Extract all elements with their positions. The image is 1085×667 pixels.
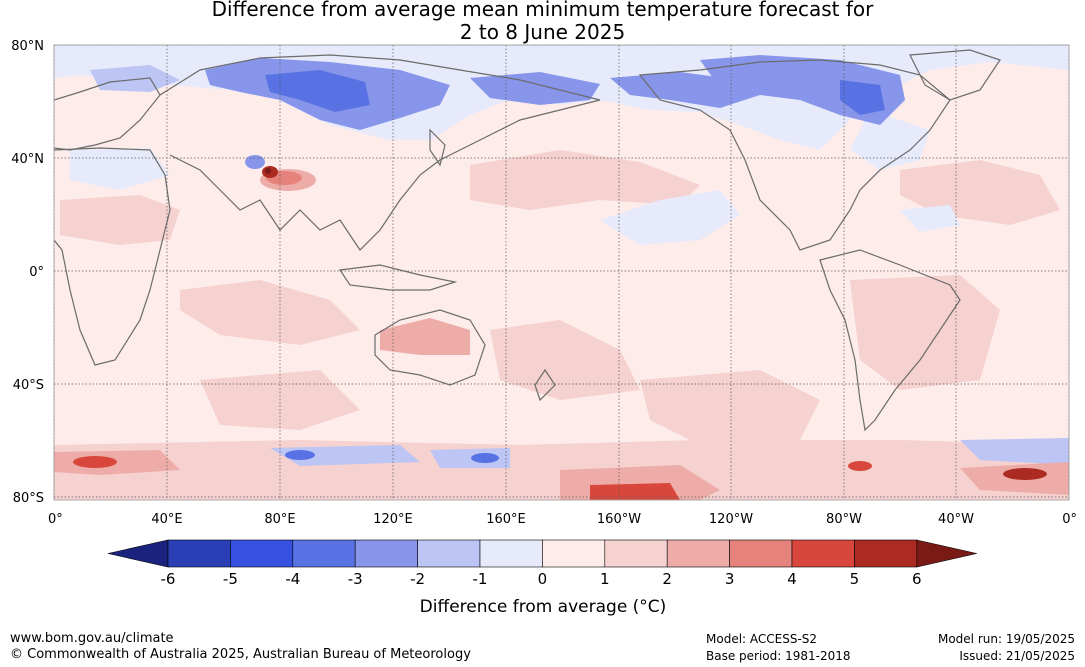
footer-website[interactable]: www.bom.gov.au/climate [10, 631, 174, 646]
colorbar-title: Difference from average (°C) [420, 597, 667, 617]
european-cool [90, 65, 180, 92]
longitude-label: 80°W [826, 512, 862, 527]
colorbar-bin [729, 539, 793, 568]
colorbar-tick-label: -2 [410, 570, 425, 588]
longitude-label: 40°W [938, 512, 974, 527]
colorbar-extension-high [916, 539, 977, 568]
south-america-outline [819, 249, 961, 432]
colorbar-bin [417, 539, 481, 568]
tibet-hot-peak [265, 168, 271, 174]
longitude-label: 40°E [151, 512, 182, 527]
europe-outline [54, 77, 161, 151]
new-zealand-outline [534, 368, 556, 402]
north-pacific-cool [600, 190, 740, 245]
south-atlantic-warm [850, 275, 1000, 390]
colorbar-bin [604, 539, 668, 568]
latitude-label: 40°S [13, 378, 44, 393]
north-atlantic-cool [900, 205, 960, 232]
southern-ocean-cold-central [471, 453, 499, 463]
colorbar-tick-label: -1 [473, 570, 488, 588]
colorbar-bin [230, 539, 294, 568]
longitude-label: 120°E [373, 512, 413, 527]
colorbar-bin [292, 539, 356, 568]
colorbar-extension-low [107, 539, 169, 568]
longitude-label: 0° [1062, 512, 1077, 527]
colorbar-bin [354, 539, 418, 568]
siberia-cold-core [265, 70, 370, 112]
map-frame [53, 44, 1070, 501]
colorbar-tick-label: -6 [161, 570, 176, 588]
footer-model-run: Model run: 19/05/2025 [937, 632, 1075, 646]
canada-cold-core [840, 80, 885, 115]
map-title-line2: 2 to 8 June 2025 [459, 20, 626, 44]
weddell-hot [1003, 468, 1047, 480]
southern-ocean-cool-west [270, 445, 420, 466]
colorbar-bin [854, 539, 918, 568]
colorbar-tick-label: 4 [787, 570, 797, 588]
antarctic-peninsula-hot [848, 461, 872, 471]
longitude-label: 160°W [597, 512, 641, 527]
colorbar: -6 -5 -4 -3 -2 -1 0 1 2 3 4 5 6 [107, 539, 977, 588]
anomaly-field [54, 45, 1069, 500]
south-pacific-warm [490, 320, 640, 400]
southern-ocean-hot-west [73, 456, 117, 468]
colorbar-tick-label: 5 [850, 570, 860, 588]
north-africa-warm [60, 195, 180, 245]
japan-outline [429, 128, 446, 167]
colorbar-bin [167, 539, 231, 568]
latitude-label: 0° [29, 265, 44, 280]
colorbar-tick-label: 6 [912, 570, 922, 588]
colorbar-tick-label: -3 [348, 570, 363, 588]
longitude-label: 120°W [709, 512, 753, 527]
colorbar-bin [791, 539, 855, 568]
north-america-outline [638, 59, 951, 251]
latitude-label: 80°S [13, 491, 44, 506]
southern-ocean-warm-west [54, 450, 180, 475]
mediterranean-cool [70, 148, 170, 190]
latitude-labels: 80°N 40°N 0° 40°S 80°S [11, 39, 44, 506]
colorbar-tick-label: 2 [662, 570, 672, 588]
indian-ocean-warm [180, 280, 360, 345]
footer-issued: Issued: 21/05/2025 [959, 649, 1075, 663]
australia-warm [380, 318, 470, 355]
footer-model: Model: ACCESS-S2 [706, 632, 818, 646]
greenland-outline [909, 49, 1001, 101]
southern-ocean-cold-west [285, 450, 315, 460]
map-title-line1: Difference from average mean minimum tem… [211, 0, 874, 21]
colorbar-tick-label: -5 [223, 570, 238, 588]
colorbar-tick-label: -4 [285, 570, 300, 588]
east-pacific-warm [640, 370, 820, 445]
colorbar-bin [666, 539, 730, 568]
australia-outline [374, 309, 486, 386]
southern-ocean-cool-central [430, 448, 510, 468]
africa-outline [54, 147, 171, 366]
footer-copyright: © Commonwealth of Australia 2025, Austra… [10, 647, 471, 662]
weddell-cool [960, 438, 1069, 465]
coastlines [54, 49, 1001, 432]
map-background [54, 45, 1069, 500]
colorbar-bin [542, 539, 606, 568]
footer-base-period: Base period: 1981-2018 [706, 649, 851, 663]
asia-outline [159, 54, 601, 251]
siberia-cold-east [470, 72, 600, 105]
colorbar-tick-label: 0 [538, 570, 548, 588]
longitude-label: 160°E [486, 512, 526, 527]
longitude-label: 80°E [264, 512, 295, 527]
himalaya-cool [245, 155, 265, 169]
colorbar-tick-label: 1 [600, 570, 610, 588]
longitude-label: 0° [48, 512, 63, 527]
south-pacific-hot [590, 483, 680, 500]
latitude-label: 40°N [11, 152, 44, 167]
arctic-cool-band-east [850, 110, 930, 170]
indonesia-outline [338, 264, 458, 291]
longitude-labels: 0° 40°E 80°E 120°E 160°E 160°W 120°W 80°W 40°W 0° [48, 512, 1077, 527]
north-pacific-warm [470, 150, 700, 210]
colorbar-bin [479, 539, 543, 568]
colorbar-tick-label: 3 [725, 570, 735, 588]
latitude-label: 80°N [11, 39, 44, 54]
